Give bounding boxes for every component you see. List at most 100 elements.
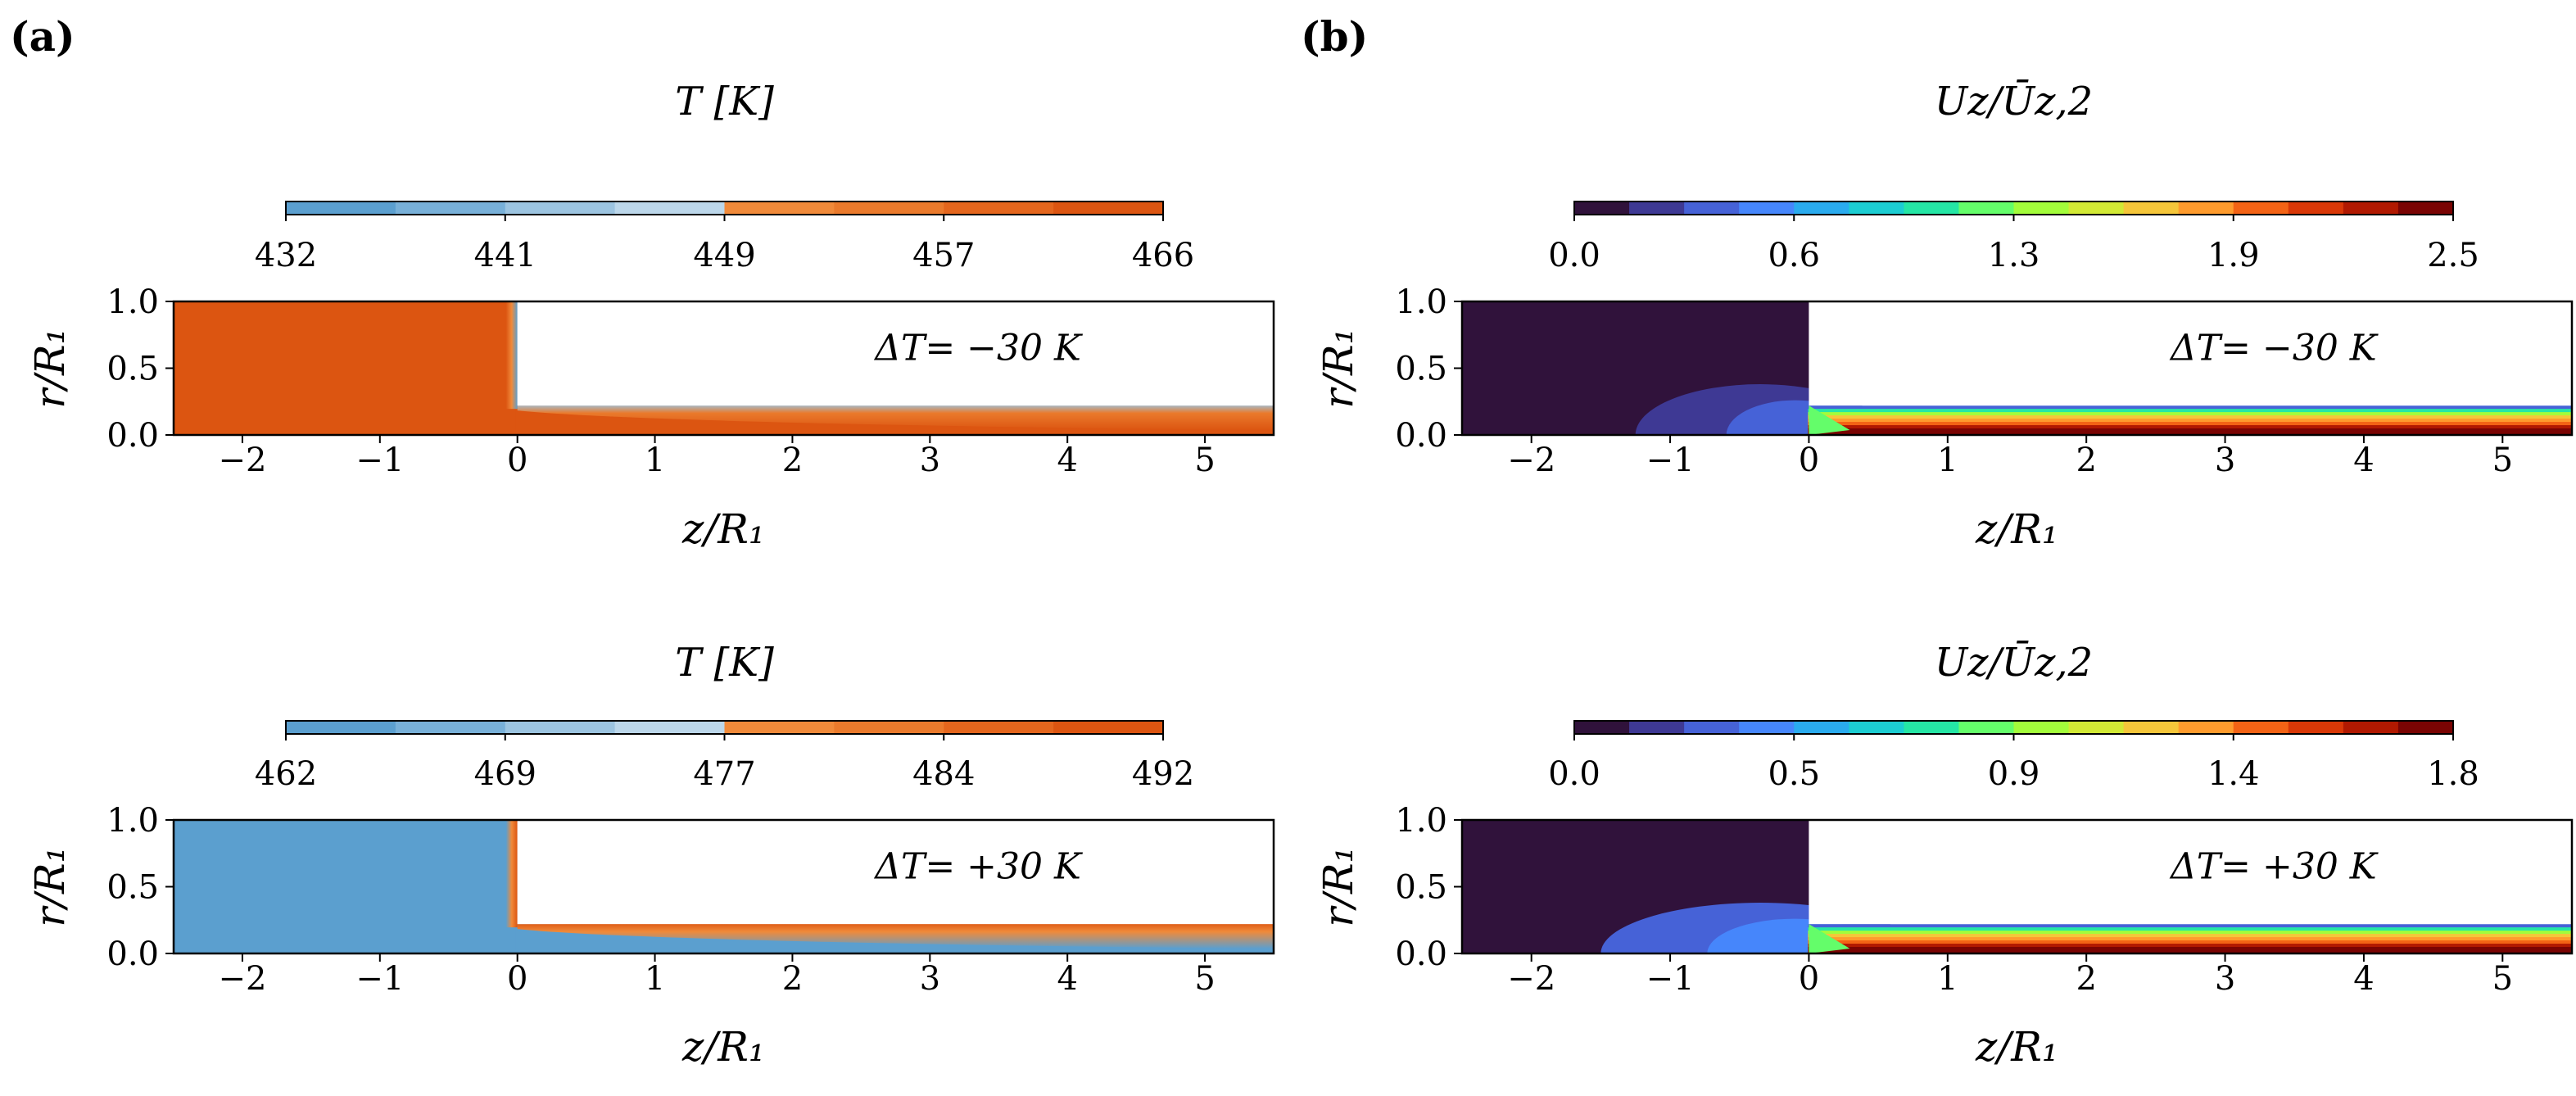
colorbar-segment (395, 721, 506, 734)
wall-layer (505, 301, 518, 410)
x-tick-label: −1 (1646, 960, 1695, 998)
empty-region (1809, 820, 2572, 925)
colorbar-segment (1794, 721, 1849, 734)
colorbar-segment (505, 721, 616, 734)
colorbar-tick-label: 449 (693, 237, 755, 274)
y-axis-label: r/R₁ (26, 846, 74, 926)
delta-t-annotation: ΔT= +30 K (873, 846, 1083, 888)
x-tick-label: −2 (1507, 442, 1555, 479)
x-tick-label: 2 (2076, 960, 2096, 998)
chart-b-top: Uz/Ūz,2 0.0 0.6 1.3 1.9 2.5 ΔT= −30 K −2 −1 0 1 2 3 4… (1315, 79, 2574, 553)
colorbar-segment (2233, 721, 2289, 734)
x-tick-label: 1 (1937, 442, 1958, 479)
colorbar-segment (286, 721, 396, 734)
colorbar-segment (1684, 202, 1740, 215)
field (174, 820, 1274, 953)
colorbar: 462 469 477 484 492 (255, 720, 1194, 793)
x-tick-label: 1 (1937, 960, 1958, 998)
x-tick-label: 5 (1194, 960, 1215, 998)
x-tick-label: 0 (507, 442, 527, 479)
x-tick-label: −2 (218, 442, 266, 479)
colorbar: 432 441 449 457 466 (255, 201, 1194, 274)
x-tick-label: 3 (2215, 960, 2235, 998)
chart-a-top: T [K] 432 441 449 457 466 ΔT= −30 K −2 −1 0 1 2 3 4 5 0… (26, 79, 1275, 553)
delta-t-annotation: ΔT= −30 K (873, 328, 1083, 369)
colorbar-tick-label: 0.0 (1548, 237, 1600, 274)
colorbar-segment (2343, 202, 2399, 215)
x-tick-label: 4 (1057, 442, 1077, 479)
panel-label-a: (a) (10, 12, 75, 61)
y-tick-label: 0.5 (106, 351, 159, 388)
x-tick-label: −1 (1646, 442, 1695, 479)
colorbar: 0.0 0.5 0.9 1.4 1.8 (1548, 720, 2479, 793)
upstream-region (174, 301, 518, 435)
y-tick-label: 0.5 (106, 869, 159, 907)
x-axis-label: z/R₁ (681, 505, 765, 553)
x-axis-label: z/R₁ (681, 1023, 765, 1071)
field (174, 301, 1274, 435)
pipe-velocity-layer (1808, 432, 2572, 435)
x-tick-label: 4 (1057, 960, 1077, 998)
colorbar-title: T [K] (675, 79, 774, 125)
x-axis-label: z/R₁ (1975, 505, 2058, 553)
colorbar-segment (1629, 202, 1685, 215)
y-tick-label: 1.0 (1395, 802, 1447, 840)
colorbar-segment (1053, 202, 1164, 215)
colorbar-segment (2068, 721, 2125, 734)
x-tick-label: 0 (1799, 960, 1819, 998)
empty-region (1809, 301, 2572, 406)
colorbar-tick-label: 1.3 (1988, 237, 2040, 274)
field (1462, 820, 2572, 953)
x-tick-label: −2 (218, 960, 266, 998)
colorbar-tick-label: 0.6 (1768, 237, 1820, 274)
colorbar-segment (2068, 202, 2125, 215)
colorbar-tick-label: 1.4 (2207, 755, 2260, 793)
colorbar-tick-label: 432 (255, 237, 317, 274)
colorbar-tick-label: 469 (474, 755, 536, 793)
x-tick-label: 5 (2492, 442, 2513, 479)
x-tick-label: 0 (507, 960, 527, 998)
x-tick-label: 3 (920, 442, 940, 479)
colorbar-tick-label: 0.9 (1988, 755, 2040, 793)
colorbar-segment (2397, 721, 2454, 734)
x-tick-label: 1 (645, 442, 665, 479)
colorbar-tick-label: 2.5 (2427, 237, 2479, 274)
colorbar: 0.0 0.6 1.3 1.9 2.5 (1548, 201, 2479, 274)
colorbar-tick-label: 441 (474, 237, 536, 274)
colorbar-tick-label: 466 (1132, 237, 1194, 274)
colorbar-segment (395, 202, 506, 215)
colorbar-tick-label: 0.0 (1548, 755, 1600, 793)
delta-t-annotation: ΔT= −30 K (2169, 328, 2379, 369)
pipe-edge-layer (517, 922, 1274, 949)
x-tick-label: 3 (2215, 442, 2235, 479)
colorbar-segment (944, 721, 1054, 734)
x-tick-label: 4 (2353, 442, 2374, 479)
colorbar-segment (1053, 721, 1164, 734)
colorbar-segment (1574, 202, 1630, 215)
colorbar-segment (724, 721, 835, 734)
y-tick-label: 1.0 (106, 283, 159, 321)
colorbar-tick-label: 457 (912, 237, 975, 274)
colorbar-title: Uz/Ūz,2 (1935, 79, 2093, 125)
colorbar-segment (614, 202, 726, 215)
x-tick-label: 4 (2353, 960, 2374, 998)
y-tick-label: 0.0 (106, 935, 159, 973)
colorbar-segment (1574, 721, 1630, 734)
inlet-layer (1809, 924, 1850, 953)
colorbar-segment (834, 202, 944, 215)
colorbar-tick-label: 0.5 (1768, 755, 1820, 793)
y-tick-label: 1.0 (1395, 283, 1447, 321)
x-tick-label: 3 (920, 960, 940, 998)
colorbar-segment (1958, 202, 2015, 215)
x-tick-label: 2 (782, 960, 803, 998)
y-tick-label: 1.0 (106, 802, 159, 840)
y-tick-label: 0.5 (1395, 869, 1447, 907)
x-axis-label: z/R₁ (1975, 1023, 2058, 1071)
y-axis-label: r/R₁ (26, 328, 74, 408)
x-tick-label: −1 (355, 960, 404, 998)
upstream-region (174, 820, 518, 953)
y-tick-label: 0.0 (106, 417, 159, 455)
delta-t-annotation: ΔT= +30 K (2169, 846, 2379, 888)
colorbar-segment (1739, 202, 1795, 215)
